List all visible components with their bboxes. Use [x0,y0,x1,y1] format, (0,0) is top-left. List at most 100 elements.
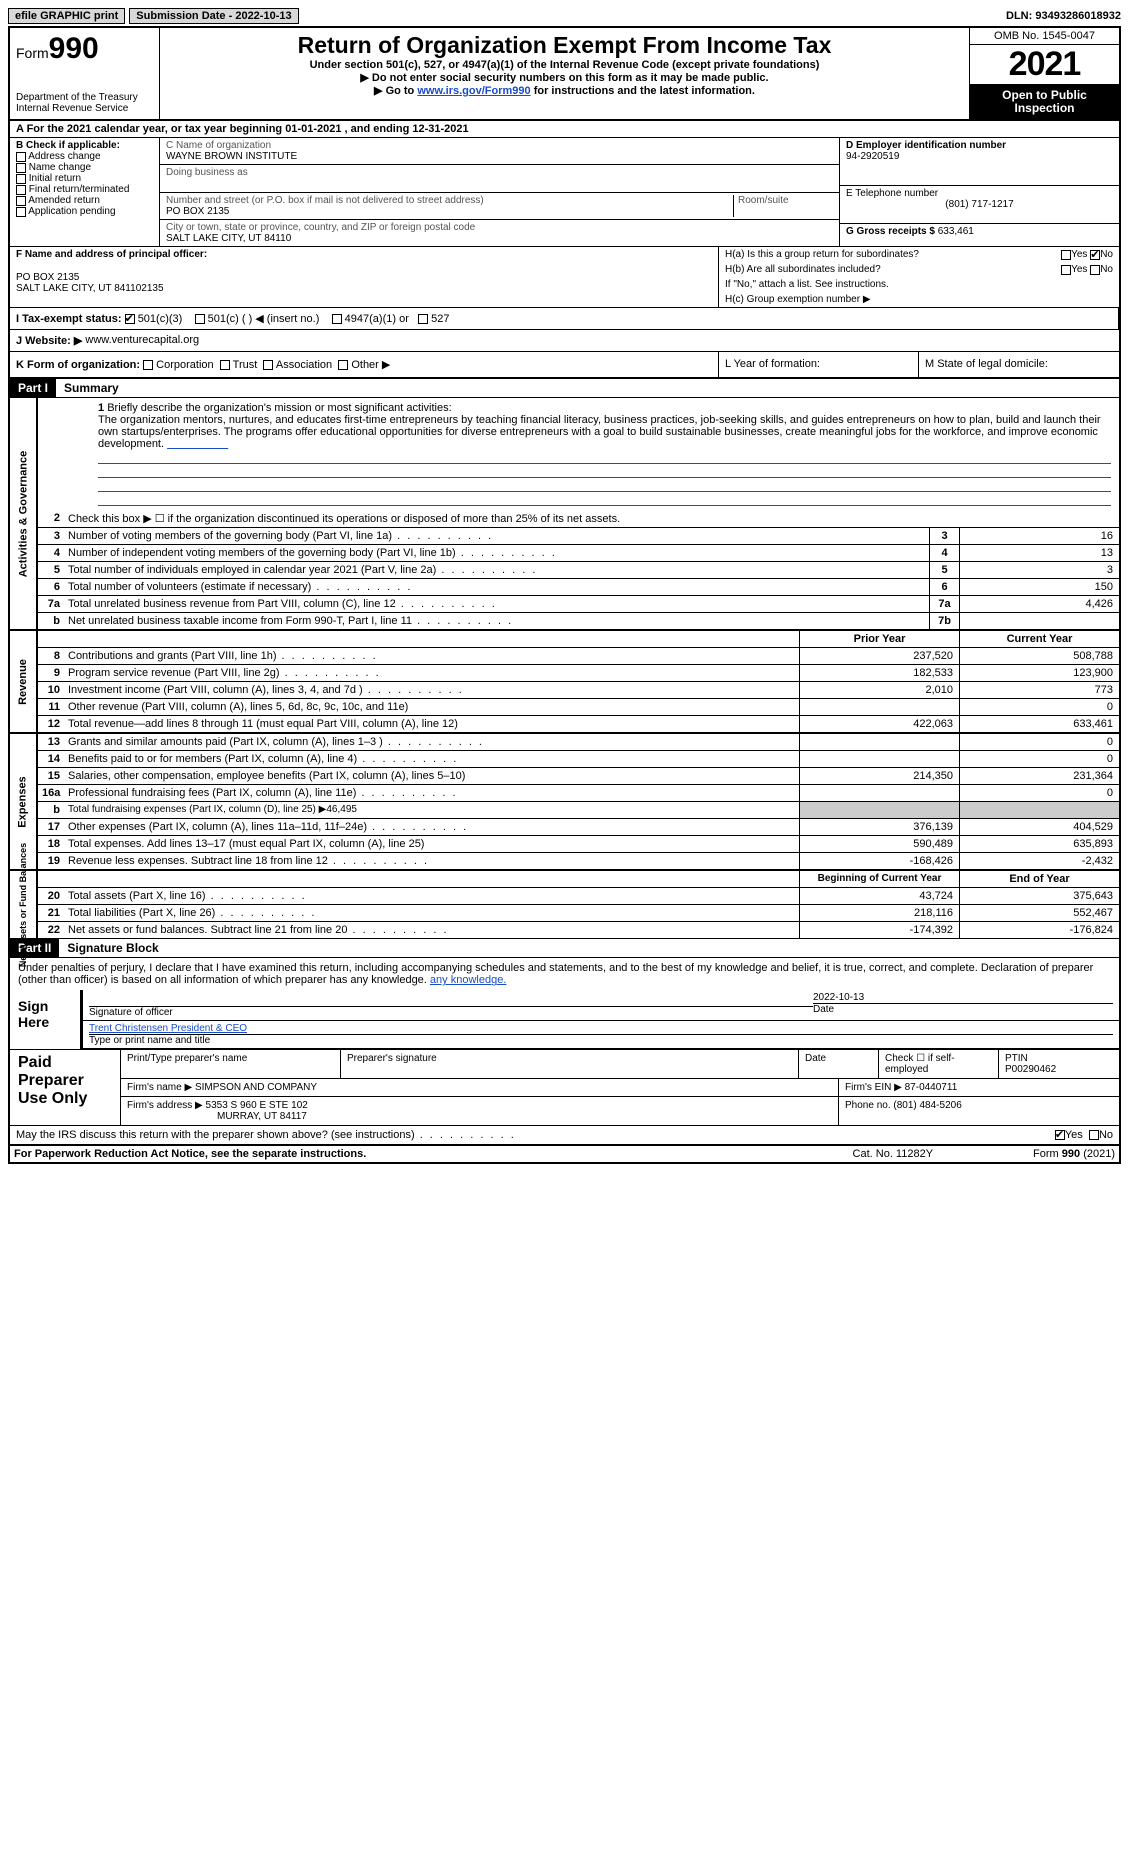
line7b-val [959,613,1119,629]
cb-amended[interactable]: Amended return [16,195,153,206]
l21-prior: 218,116 [799,905,959,921]
ha-yes[interactable]: Yes [1061,249,1087,260]
sig-date: 2022-10-13 [813,992,1113,1003]
f-line3: SALT LAKE CITY, UT 841102135 [16,283,712,294]
l12-curr: 633,461 [959,716,1119,732]
sig-date-label: Date [813,1003,1113,1015]
submission-date-button[interactable]: Submission Date - 2022-10-13 [129,8,298,24]
gross-label: G Gross receipts $ [846,226,938,237]
sig-name-label: Type or print name and title [89,1034,1113,1046]
line5-desc: Total number of individuals employed in … [64,562,929,578]
line6-val: 150 [959,579,1119,595]
l14-curr: 0 [959,751,1119,767]
i-4947[interactable]: 4947(a)(1) or [332,313,409,325]
dba-label: Doing business as [166,167,833,178]
line7b-box: 7b [929,613,959,629]
may-irs-no[interactable]: No [1089,1129,1113,1141]
l16b-shade2 [959,802,1119,818]
l11-desc: Other revenue (Part VIII, column (A), li… [64,699,799,715]
hb-no[interactable]: No [1090,264,1113,275]
l17-prior: 376,139 [799,819,959,835]
form-footer: For Paperwork Reduction Act Notice, see … [10,1146,1119,1162]
l8-prior: 237,520 [799,648,959,664]
phone-label: E Telephone number [846,188,1113,199]
line2: Check this box ▶ ☐ if the organization d… [64,510,1119,527]
prep-sig-hdr: Preparer's signature [341,1050,799,1078]
line5-box: 5 [929,562,959,578]
i-501c3[interactable]: 501(c)(3) [125,313,183,325]
line7a-desc: Total unrelated business revenue from Pa… [64,596,929,612]
l19-curr: -2,432 [959,853,1119,869]
city-val: SALT LAKE CITY, UT 84110 [166,233,833,244]
signer-name[interactable]: Trent Christensen President & CEO [89,1023,1113,1034]
prep-selfemp[interactable]: Check ☐ if self-employed [879,1050,999,1078]
may-irs-row: May the IRS discuss this return with the… [10,1126,1119,1146]
col-k: K Form of organization: Corporation Trus… [10,352,719,377]
line7a-val: 4,426 [959,596,1119,612]
ha-no[interactable]: No [1090,249,1113,260]
l13-curr: 0 [959,734,1119,750]
dln-label: DLN: 93493286018932 [1006,10,1121,22]
irs-link[interactable]: www.irs.gov/Form990 [417,85,530,97]
may-irs-text: May the IRS discuss this return with the… [16,1129,516,1141]
l20-curr: 375,643 [959,888,1119,904]
col-f: F Name and address of principal officer:… [10,247,719,307]
mission-block: 1 Briefly describe the organization's mi… [38,398,1119,510]
hb-note: If "No," attach a list. See instructions… [719,277,1119,292]
city-label: City or town, state or province, country… [166,222,833,233]
cb-address[interactable]: Address change [16,151,153,162]
l9-desc: Program service revenue (Part VIII, line… [64,665,799,681]
cb-initial[interactable]: Initial return [16,173,153,184]
omb-number: OMB No. 1545-0047 [970,28,1119,45]
l16a-desc: Professional fundraising fees (Part IX, … [64,785,799,801]
k-trust[interactable]: Trust [220,359,258,371]
m-label: M State of legal domicile: [919,352,1119,377]
line5-val: 3 [959,562,1119,578]
cb-pending[interactable]: Application pending [16,206,153,217]
l20-prior: 43,724 [799,888,959,904]
beg-year-hdr: Beginning of Current Year [799,871,959,887]
efile-print-button[interactable]: efile GRAPHIC print [8,8,125,24]
l14-prior [799,751,959,767]
cb-name[interactable]: Name change [16,162,153,173]
firm-phone-label: Phone no. [845,1100,893,1111]
k-label: K Form of organization: [16,359,140,371]
hb-label: H(b) Are all subordinates included? [725,264,1061,275]
footer-mid: Cat. No. 11282Y [853,1148,934,1160]
line4-box: 4 [929,545,959,561]
l11-prior [799,699,959,715]
form-container: Form990 Department of the Treasury Inter… [8,26,1121,1164]
phone-val: (801) 717-1217 [846,199,1113,210]
l21-desc: Total liabilities (Part X, line 26) [64,905,799,921]
form-subtitle: Under section 501(c), 527, or 4947(a)(1)… [166,59,963,71]
line6-desc: Total number of volunteers (estimate if … [64,579,929,595]
hb-yes[interactable]: Yes [1061,264,1087,275]
l9-curr: 123,900 [959,665,1119,681]
l8-curr: 508,788 [959,648,1119,664]
l15-curr: 231,364 [959,768,1119,784]
may-irs-yes[interactable]: Yes [1055,1129,1083,1141]
j-label: J Website: ▶ [16,334,82,347]
website-val: www.venturecapital.org [85,334,199,347]
section-bcd: B Check if applicable: Address change Na… [10,138,1119,247]
k-other[interactable]: Other ▶ [338,359,390,371]
i-527[interactable]: 527 [418,313,449,325]
sig-intro: Under penalties of perjury, I declare th… [10,958,1119,990]
i-501c[interactable]: 501(c) ( ) ◀ (insert no.) [195,313,320,325]
cb-final[interactable]: Final return/terminated [16,184,153,195]
l18-curr: 635,893 [959,836,1119,852]
l13-prior [799,734,959,750]
l15-prior: 214,350 [799,768,959,784]
mission-text: The organization mentors, nurtures, and … [98,414,1101,450]
any-knowledge-link[interactable]: any knowledge. [430,974,506,986]
l15-desc: Salaries, other compensation, employee b… [64,768,799,784]
k-assoc[interactable]: Association [263,359,332,371]
l9-prior: 182,533 [799,665,959,681]
part2-title: Signature Block [59,939,166,957]
l22-desc: Net assets or fund balances. Subtract li… [64,922,799,938]
firm-ein: 87-0440711 [905,1082,958,1093]
room-label: Room/suite [733,195,833,217]
k-corp[interactable]: Corporation [143,359,214,371]
top-bar: efile GRAPHIC print Submission Date - 20… [8,8,1121,24]
line3-val: 16 [959,528,1119,544]
